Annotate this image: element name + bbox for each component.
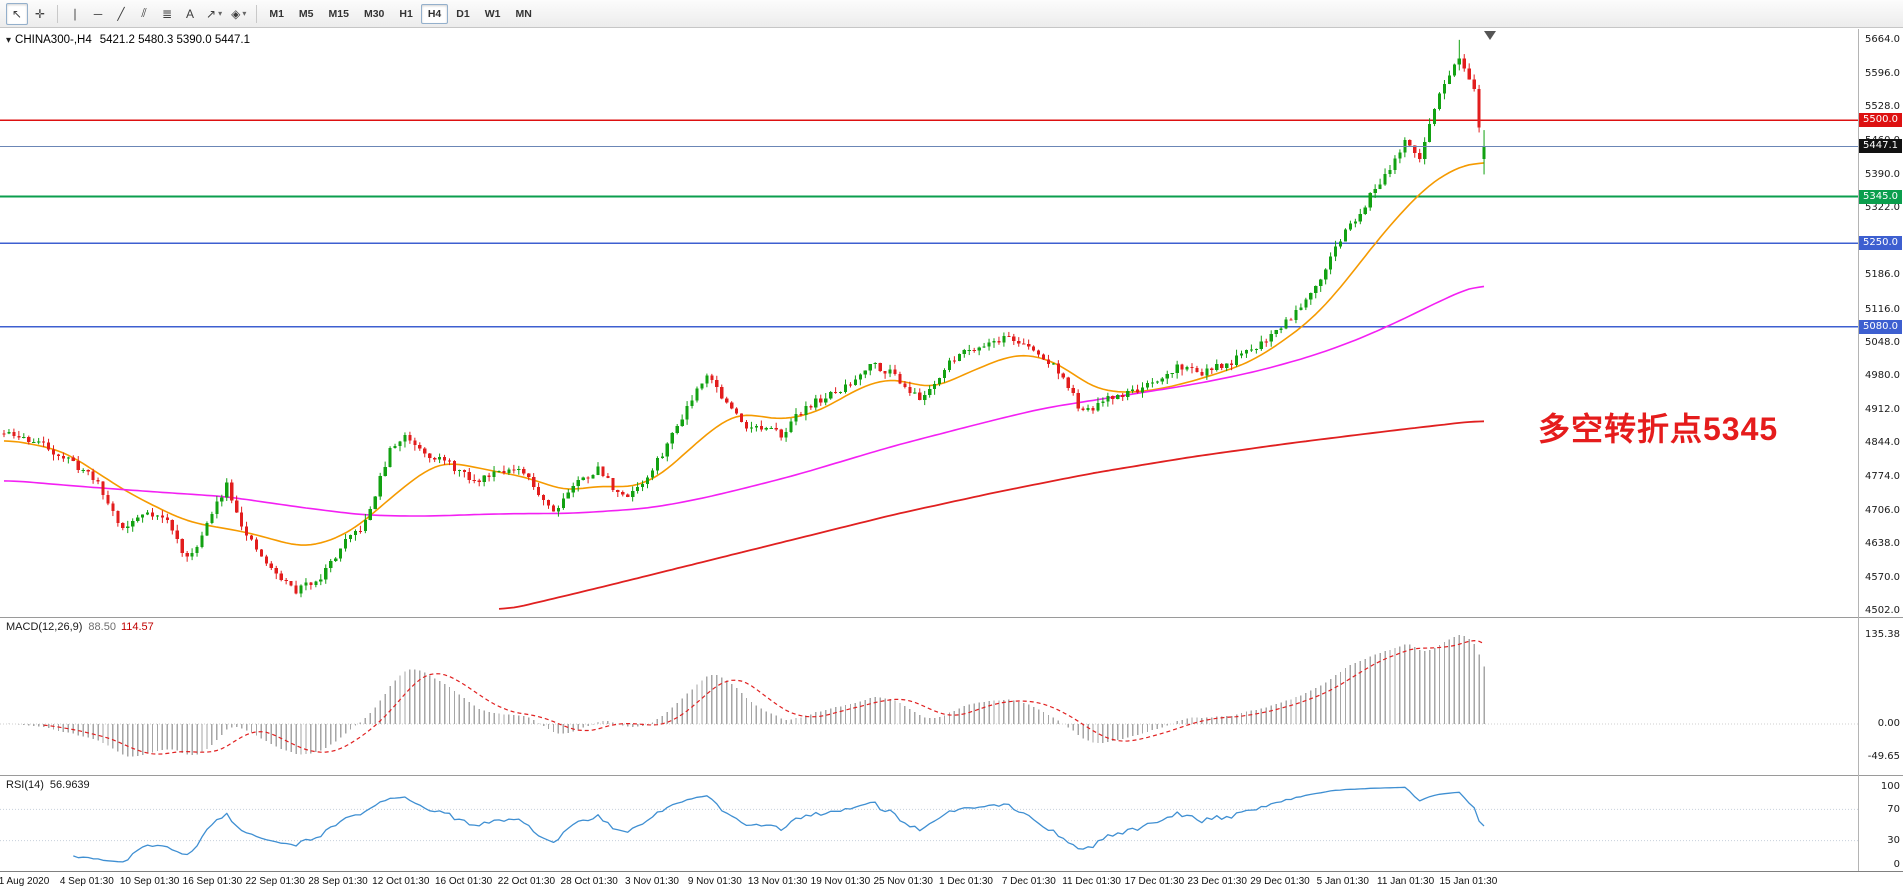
macd-main-value: 88.50 [88, 621, 116, 633]
toolbar-separator [57, 4, 58, 23]
horizontal-line-tool-button[interactable]: ─ [87, 3, 109, 25]
slow-ma-line [498, 420, 1485, 610]
arrows-icon: ↗ [206, 6, 217, 21]
macd-plot [8, 634, 1485, 757]
arrows-tool-button[interactable]: ↗ ▾ [202, 3, 226, 25]
chart-shift-marker-icon[interactable] [1484, 31, 1496, 40]
text-icon: A [185, 6, 194, 21]
rsi-line [73, 786, 1485, 863]
drawing-tools-group: ↖ ✛ ∣ ─ ╱ ⫽ ≣ A ↗ ▾ ◈ ▾ [6, 2, 262, 25]
vertical-line-tool-button[interactable]: ∣ [64, 3, 86, 25]
chevron-down-icon: ▾ [218, 9, 223, 18]
macd-signal-value: 114.57 [120, 621, 154, 633]
chart-annotation-text: 多空转折点5345 [1538, 411, 1779, 447]
timeframe-mn-button[interactable]: MN [515, 7, 532, 20]
chevron-down-icon: ▾ [242, 9, 247, 18]
toolbar-separator [256, 4, 258, 23]
symbol-period-label: CHINA300-,H4 [15, 34, 92, 46]
one-click-trading-toggle[interactable]: ▾ [6, 35, 12, 46]
timeframe-switcher: M1 M5 M15 M30 H1 H4 D1 W1 MN [262, 3, 538, 24]
timeframe-h1-button[interactable]: H1 [399, 7, 413, 20]
price-scale-border [1858, 29, 1859, 871]
horizontal-level-lines[interactable] [0, 119, 1858, 328]
indicator-gridlines [0, 723, 1858, 842]
panel-separator-rsi[interactable] [0, 775, 1903, 776]
timeframe-w1-button[interactable]: W1 [484, 7, 501, 20]
cursor-tool-button[interactable]: ↖ [6, 2, 28, 25]
timeframe-m30-button[interactable]: M30 [363, 7, 385, 20]
shapes-tool-button[interactable]: ◈ ▾ [227, 3, 250, 25]
macd-signal-line [43, 639, 1485, 755]
time-axis-separator [0, 871, 1903, 872]
crosshair-icon: ✛ [34, 6, 46, 21]
rsi-indicator-label: RSI(14) 56.9639 [6, 779, 90, 791]
channel-tool-button[interactable]: ⫽ [133, 3, 155, 25]
timeframe-m5-button[interactable]: M5 [298, 7, 314, 20]
trendline-tool-button[interactable]: ╱ [110, 3, 132, 25]
moving-average-lines [3, 162, 1485, 610]
timeframe-m15-button[interactable]: M15 [328, 7, 349, 20]
overlay-marks [0, 31, 1858, 147]
timeframe-h4-button[interactable]: H4 [420, 3, 449, 24]
macd-name: MACD(12,26,9) [6, 621, 83, 633]
fibonacci-icon: ≣ [161, 6, 173, 21]
horizontal-line-icon: ─ [93, 6, 103, 21]
vertical-line-icon: ∣ [72, 6, 78, 21]
candles [2, 39, 1486, 598]
medium-ma-line [3, 285, 1485, 517]
fast-ma-line [3, 162, 1485, 546]
cursor-icon: ↖ [11, 6, 23, 21]
fibonacci-tool-button[interactable]: ≣ [156, 3, 178, 25]
timeframe-m1-button[interactable]: M1 [269, 7, 284, 20]
rsi-value: 56.9639 [49, 779, 90, 791]
text-tool-button[interactable]: A [179, 3, 201, 25]
symbol-ohlc-line: ▾ CHINA300-,H4 5421.2 5480.3 5390.0 5447.1 [6, 34, 250, 46]
crosshair-tool-button[interactable]: ✛ [29, 3, 51, 25]
ohlc-values: 5421.2 5480.3 5390.0 5447.1 [99, 34, 251, 46]
toolbar: ↖ ✛ ∣ ─ ╱ ⫽ ≣ A ↗ ▾ ◈ ▾ M1 M5 M15 M30 H1 H4 D1 W1 MN [0, 0, 1903, 28]
channel-icon: ⫽ [141, 6, 147, 20]
timeframe-d1-button[interactable]: D1 [456, 7, 470, 20]
rsi-plot [73, 786, 1485, 863]
macd-indicator-label: MACD(12,26,9) 88.50 114.57 [6, 621, 154, 633]
trendline-icon: ╱ [117, 6, 125, 21]
panel-separator-macd[interactable] [0, 617, 1903, 618]
shapes-icon: ◈ [231, 6, 241, 21]
rsi-name: RSI(14) [6, 779, 44, 791]
